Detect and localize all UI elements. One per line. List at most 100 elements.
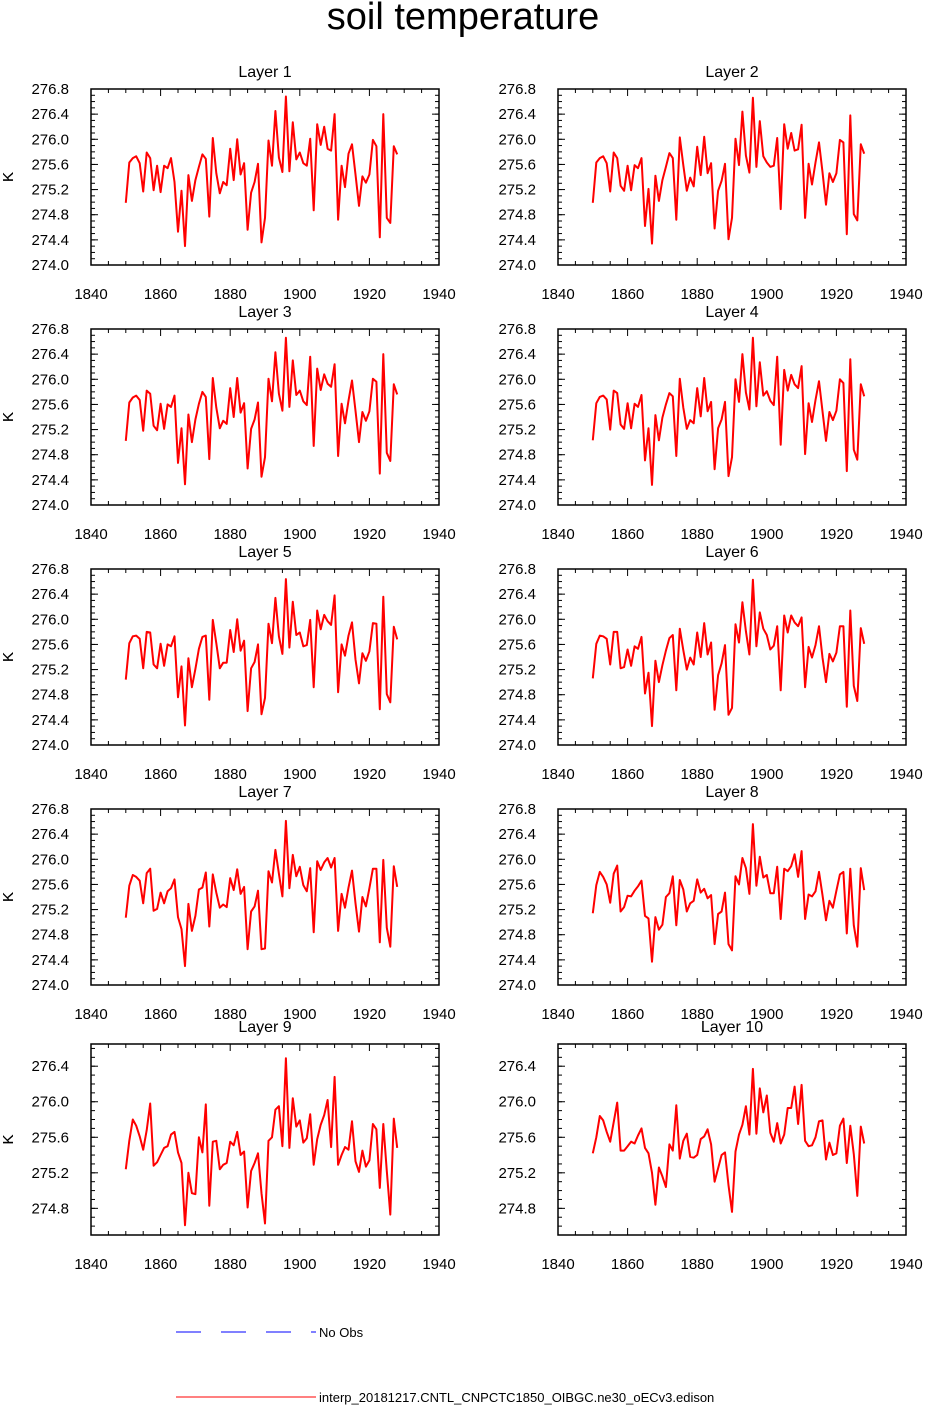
y-tick-label: 275.2 <box>498 902 536 919</box>
series-line-model <box>124 1057 399 1227</box>
x-tick-label: 1940 <box>889 1006 922 1023</box>
y-tick-label: 274.0 <box>498 257 536 274</box>
series-line-model <box>124 336 399 486</box>
panel-layer-6: Layer 6 K 1840 1860 1880 1900 1920 1940 274.0 274… <box>0 544 923 783</box>
y-tick-label: 274.0 <box>498 737 536 754</box>
series-line-model <box>591 578 866 728</box>
panel-title: Layer 3 <box>238 304 291 321</box>
y-tick-label: 274.0 <box>498 497 536 514</box>
series-line-model <box>124 578 399 727</box>
x-tick-label: 1860 <box>144 526 177 543</box>
panel-title: Layer 10 <box>701 1019 763 1036</box>
panel-layer-5: Layer 5 K 1840 1860 1880 1900 1920 1940 274.0 274… <box>0 544 456 783</box>
panel-layer-8: Layer 8 K 1840 1860 1880 1900 1920 1940 274.0 274… <box>0 784 923 1023</box>
x-tick-label: 1940 <box>422 766 455 783</box>
y-tick-label: 274.8 <box>498 687 536 704</box>
series-line-model <box>591 336 866 486</box>
y-tick-label: 276.4 <box>498 586 536 603</box>
x-tick-label: 1920 <box>820 526 853 543</box>
y-tick-label: 276.0 <box>31 371 69 388</box>
panel-title: Layer 8 <box>705 784 758 801</box>
x-tick-label: 1860 <box>611 766 644 783</box>
y-tick-label: 274.8 <box>498 927 536 944</box>
y-tick-label: 275.6 <box>31 396 69 413</box>
panel-layer-4: Layer 4 K 1840 1860 1880 1900 1920 1940 274.0 274… <box>0 304 923 543</box>
plot-frame <box>90 328 440 506</box>
y-tick-label: 275.6 <box>31 636 69 653</box>
y-tick-label: 276.0 <box>498 1094 536 1111</box>
legend-model-entry: interp_20181217.CNTL_CNPCTC1850_OIBGC.ne… <box>176 1390 714 1405</box>
y-tick-label: 274.8 <box>498 447 536 464</box>
y-tick-label: 274.4 <box>31 472 69 489</box>
y-axis-label: K <box>0 652 17 662</box>
y-tick-label: 275.6 <box>31 876 69 893</box>
panel-layer-2: Layer 2 K 1840 1860 1880 1900 1920 1940 274.0 274… <box>0 64 923 303</box>
plot-frame <box>90 568 440 746</box>
y-tick-label: 276.0 <box>498 371 536 388</box>
y-axis-label: K <box>0 412 17 422</box>
legend-obs-entry: No Obs <box>176 1325 364 1340</box>
y-tick-label: 274.8 <box>31 1200 69 1217</box>
plot-frame <box>557 328 907 506</box>
y-axis-label: K <box>0 652 17 662</box>
y-tick-label: 276.4 <box>498 346 536 363</box>
y-axis-label: K <box>0 172 17 182</box>
x-tick-label: 1940 <box>889 526 922 543</box>
y-tick-label: 276.8 <box>498 561 536 578</box>
y-tick-label: 276.4 <box>498 1058 536 1075</box>
x-tick-label: 1860 <box>144 1006 177 1023</box>
x-tick-label: 1900 <box>283 766 316 783</box>
panel-title: Layer 2 <box>705 64 758 81</box>
y-tick-label: 276.8 <box>31 81 69 98</box>
series-line-model <box>124 819 399 968</box>
x-tick-label: 1840 <box>74 766 107 783</box>
legend: No Obs interp_20181217.CNTL_CNPCTC1850_O… <box>176 1325 714 1405</box>
y-tick-label: 276.8 <box>498 801 536 818</box>
legend-model-label: interp_20181217.CNTL_CNPCTC1850_OIBGC.ne… <box>319 1390 714 1405</box>
y-tick-label: 274.8 <box>31 447 69 464</box>
y-tick-label: 276.4 <box>498 106 536 123</box>
x-tick-label: 1840 <box>541 526 574 543</box>
y-tick-label: 276.0 <box>31 611 69 628</box>
x-tick-label: 1900 <box>283 1006 316 1023</box>
series-line-model <box>591 96 866 245</box>
y-axis-label: K <box>0 172 17 182</box>
x-tick-label: 1900 <box>283 526 316 543</box>
y-tick-label: 274.4 <box>498 952 536 969</box>
y-tick-label: 275.6 <box>31 156 69 173</box>
x-tick-label: 1900 <box>750 526 783 543</box>
y-tick-label: 275.2 <box>498 422 536 439</box>
y-tick-label: 274.4 <box>31 952 69 969</box>
y-tick-label: 276.8 <box>498 321 536 338</box>
y-tick-label: 276.8 <box>498 81 536 98</box>
panel-title: Layer 6 <box>705 544 758 561</box>
x-tick-label: 1900 <box>750 1256 783 1273</box>
x-tick-label: 1920 <box>353 526 386 543</box>
x-tick-label: 1920 <box>820 766 853 783</box>
x-tick-label: 1860 <box>144 766 177 783</box>
x-tick-label: 1860 <box>611 1006 644 1023</box>
x-tick-label: 1940 <box>889 286 922 303</box>
x-tick-label: 1920 <box>353 1006 386 1023</box>
y-tick-label: 274.8 <box>498 1200 536 1217</box>
x-tick-label: 1880 <box>681 526 714 543</box>
y-tick-label: 275.6 <box>498 1129 536 1146</box>
y-tick-label: 274.8 <box>498 207 536 224</box>
y-tick-label: 274.0 <box>31 497 69 514</box>
x-tick-label: 1900 <box>750 1006 783 1023</box>
series-line-model <box>591 823 866 963</box>
x-tick-label: 1840 <box>74 1256 107 1273</box>
x-tick-label: 1840 <box>74 286 107 303</box>
y-tick-label: 275.2 <box>498 662 536 679</box>
x-tick-label: 1840 <box>541 286 574 303</box>
x-tick-label: 1840 <box>541 1256 574 1273</box>
x-tick-label: 1880 <box>681 1006 714 1023</box>
x-tick-label: 1900 <box>283 286 316 303</box>
y-tick-label: 274.4 <box>498 472 536 489</box>
panel-layer-1: Layer 1 K 1840 1860 1880 1900 1920 1940 274.0 274… <box>0 64 456 303</box>
y-tick-label: 276.8 <box>31 561 69 578</box>
y-tick-label: 275.2 <box>498 1165 536 1182</box>
y-tick-label: 276.4 <box>498 826 536 843</box>
x-tick-label: 1920 <box>353 1256 386 1273</box>
